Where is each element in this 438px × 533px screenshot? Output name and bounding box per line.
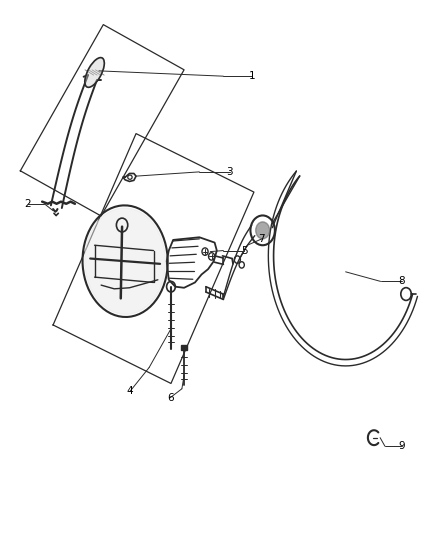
Text: 6: 6: [167, 393, 173, 403]
Ellipse shape: [85, 208, 166, 314]
Text: 4: 4: [127, 386, 133, 397]
Ellipse shape: [85, 58, 104, 87]
Text: 8: 8: [398, 277, 405, 286]
Text: 5: 5: [241, 246, 247, 255]
Text: 7: 7: [258, 234, 265, 244]
Bar: [181, 345, 187, 351]
Text: 9: 9: [398, 441, 405, 451]
Circle shape: [256, 222, 270, 239]
Text: 1: 1: [248, 71, 255, 81]
Text: 2: 2: [25, 199, 31, 209]
Text: 3: 3: [226, 167, 233, 177]
